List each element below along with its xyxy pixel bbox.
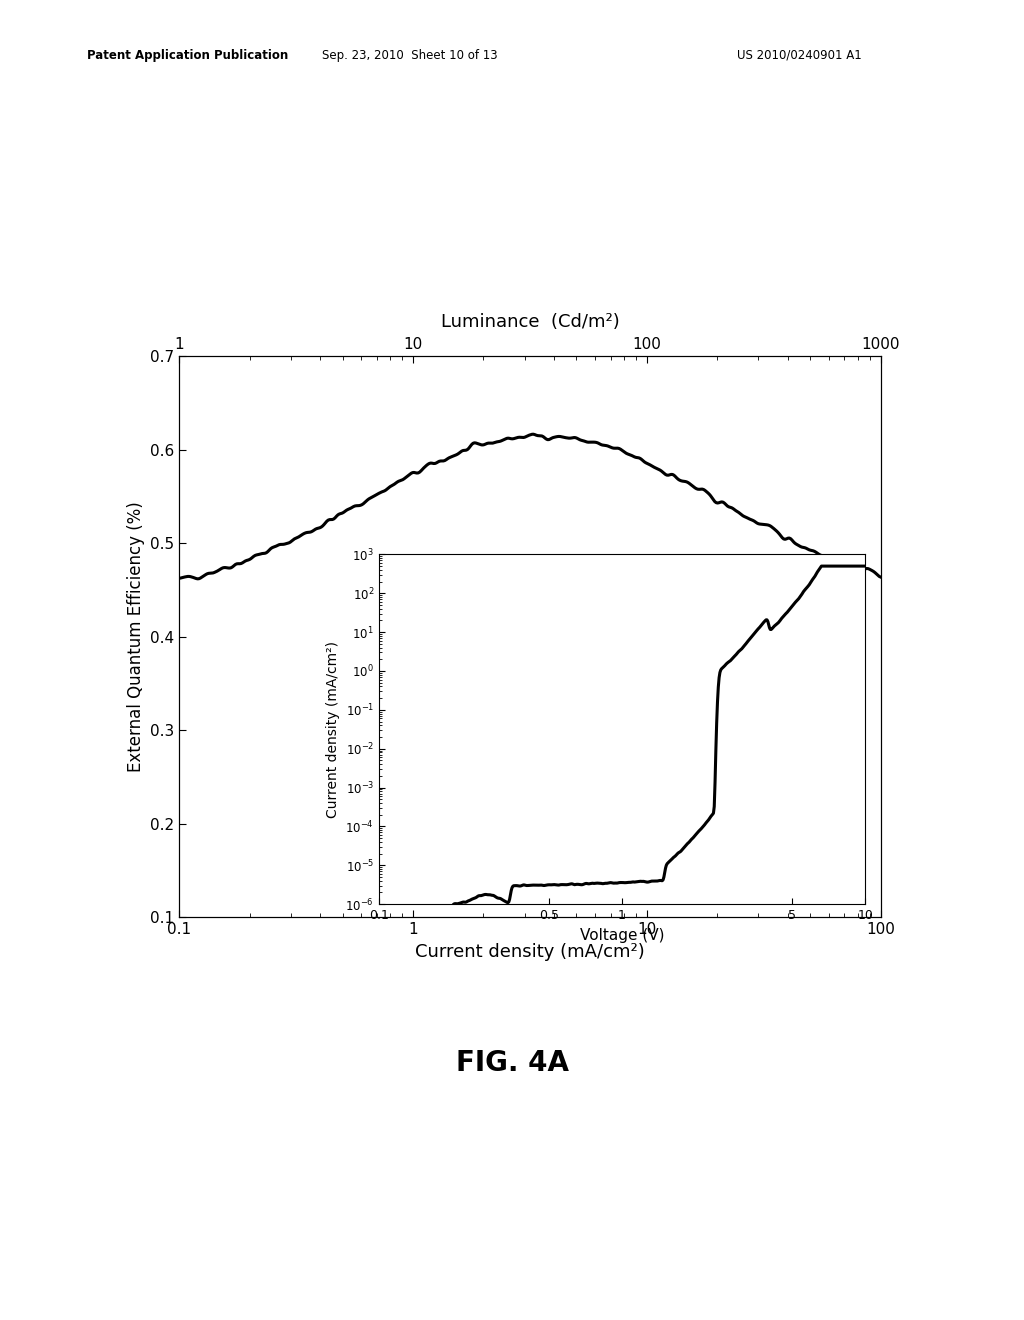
Text: US 2010/0240901 A1: US 2010/0240901 A1 bbox=[737, 49, 862, 62]
Text: FIG. 4A: FIG. 4A bbox=[456, 1048, 568, 1077]
Text: Patent Application Publication: Patent Application Publication bbox=[87, 49, 289, 62]
X-axis label: Voltage (V): Voltage (V) bbox=[580, 928, 665, 942]
Text: Sep. 23, 2010  Sheet 10 of 13: Sep. 23, 2010 Sheet 10 of 13 bbox=[322, 49, 498, 62]
X-axis label: Current density (mA/cm²): Current density (mA/cm²) bbox=[415, 942, 645, 961]
Y-axis label: External Quantum Efficiency (%): External Quantum Efficiency (%) bbox=[127, 502, 144, 772]
X-axis label: Luminance  (Cd/m²): Luminance (Cd/m²) bbox=[440, 313, 620, 331]
Y-axis label: Current density (mA/cm²): Current density (mA/cm²) bbox=[326, 640, 340, 818]
